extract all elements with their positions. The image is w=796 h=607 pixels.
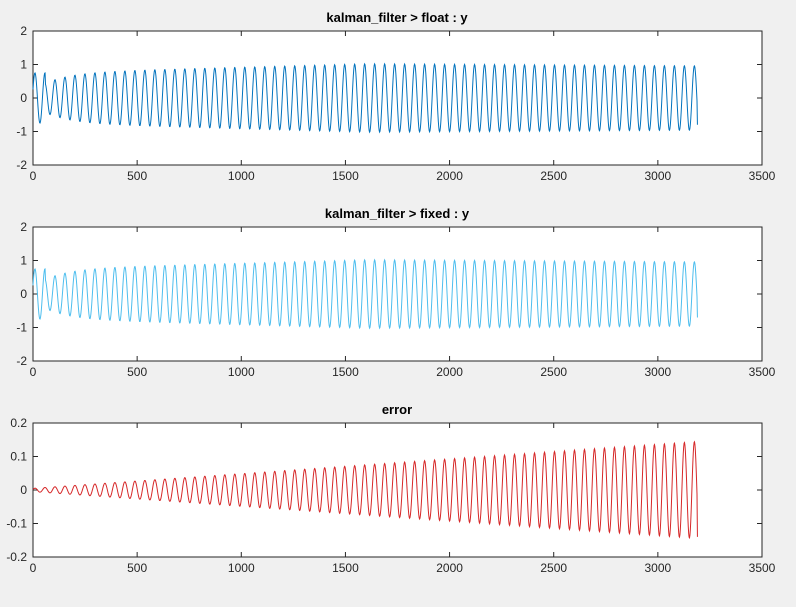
fixed-ytick-label: -2 (16, 354, 27, 368)
error-series-line (32, 440, 698, 540)
error-ticks: 0 500 1000 1500 2000 2500 3000 3500 0.2 0.1 0 -0.1 -… (6, 416, 775, 575)
fixed-title: kalman_filter > fixed : y (325, 206, 470, 221)
float-ytick-label: 1 (20, 58, 27, 72)
error-xtick-label: 0 (30, 561, 37, 575)
error-ytick-label: -0.2 (6, 550, 27, 564)
fixed-ytick-label: 1 (20, 254, 27, 268)
error-ytick-label: 0.1 (10, 450, 27, 464)
fixed-ytick-label: -1 (16, 321, 27, 335)
error-ytick-label: -0.1 (6, 517, 27, 531)
fixed-series-line (32, 258, 698, 330)
error-xtick-label: 1500 (332, 561, 359, 575)
float-xtick-label: 3000 (645, 169, 672, 183)
error-ytick-label: 0 (20, 483, 27, 497)
float-xtick-label: 3500 (749, 169, 776, 183)
error-xtick-label: 3500 (749, 561, 776, 575)
fixed-xtick-label: 500 (127, 365, 147, 379)
float-xtick-label: 1000 (228, 169, 255, 183)
error-ytick-label: 0.2 (10, 416, 27, 430)
float-ticks: 0 500 1000 1500 2000 2500 3000 3500 2 1 0 -1 -2 (16, 24, 775, 183)
float-xtick-label: 2000 (436, 169, 463, 183)
subplot-error: error 0 500 1000 1500 2000 2500 3000 3500 0.2 0.1… (6, 402, 775, 575)
float-xtick-label: 2500 (540, 169, 567, 183)
float-ytick-label: 2 (20, 24, 27, 38)
fixed-xtick-label: 3000 (645, 365, 672, 379)
error-title: error (382, 402, 412, 417)
subplot-fixed: kalman_filter > fixed : y 0 500 1000 1500 20… (16, 206, 775, 379)
fixed-xtick-label: 2500 (540, 365, 567, 379)
float-series-line (32, 62, 698, 134)
fixed-xtick-label: 1000 (228, 365, 255, 379)
error-xtick-label: 2500 (540, 561, 567, 575)
fixed-ytick-label: 2 (20, 220, 27, 234)
fixed-xtick-label: 0 (30, 365, 37, 379)
float-ytick-label: 0 (20, 91, 27, 105)
error-xtick-label: 1000 (228, 561, 255, 575)
error-xtick-label: 500 (127, 561, 147, 575)
float-ytick-label: -2 (16, 158, 27, 172)
float-xtick-label: 1500 (332, 169, 359, 183)
fixed-ytick-label: 0 (20, 287, 27, 301)
float-ytick-label: -1 (16, 125, 27, 139)
float-xtick-label: 0 (30, 169, 37, 183)
fixed-xtick-label: 1500 (332, 365, 359, 379)
fixed-ticks: 0 500 1000 1500 2000 2500 3000 3500 2 1 0 -1 -2 (16, 220, 775, 379)
fixed-xtick-label: 2000 (436, 365, 463, 379)
float-xtick-label: 500 (127, 169, 147, 183)
float-title: kalman_filter > float : y (326, 10, 468, 25)
error-xtick-label: 3000 (645, 561, 672, 575)
subplot-float: kalman_filter > float : y 0 500 1000 1500 20… (16, 10, 775, 183)
fixed-xtick-label: 3500 (749, 365, 776, 379)
error-xtick-label: 2000 (436, 561, 463, 575)
